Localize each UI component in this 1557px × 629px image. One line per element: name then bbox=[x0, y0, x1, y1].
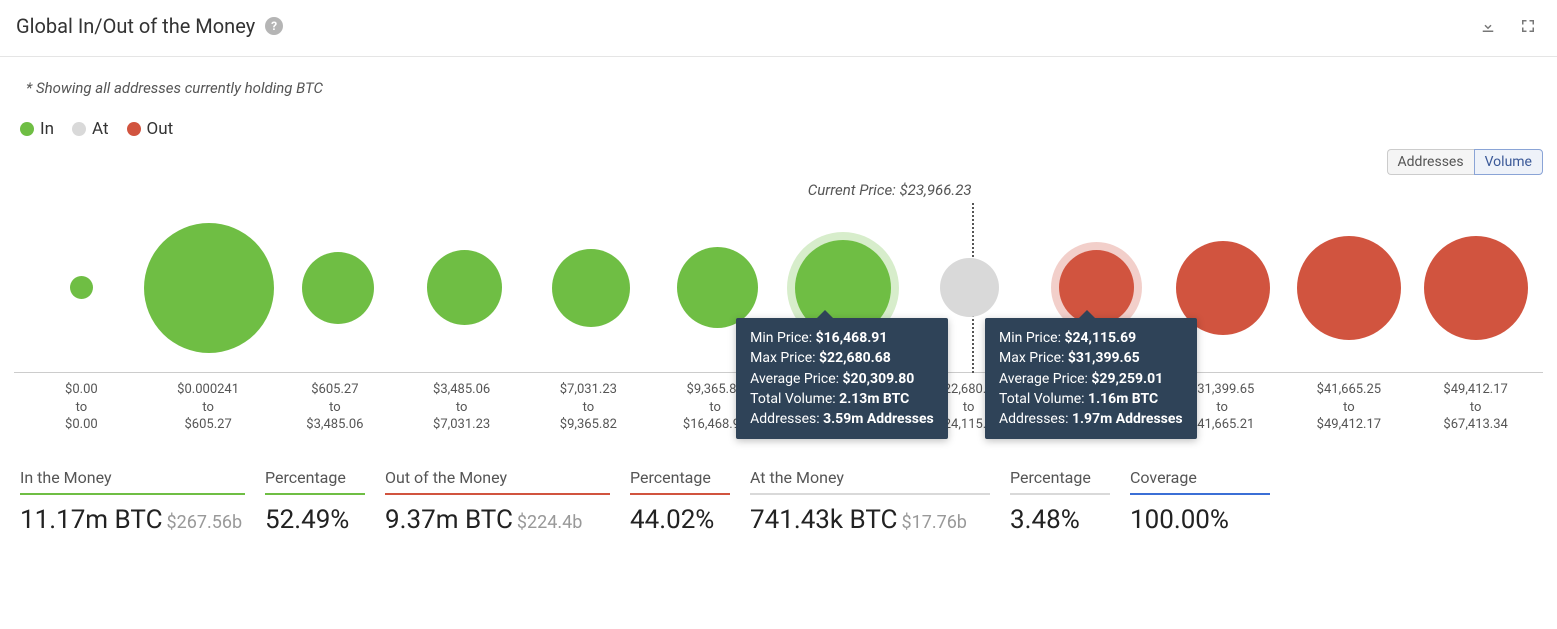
legend-item[interactable]: At bbox=[72, 119, 109, 139]
stat-title: Percentage bbox=[265, 468, 365, 495]
view-toggle: AddressesVolume bbox=[1387, 149, 1543, 175]
stat-sub: $17.76b bbox=[901, 512, 966, 533]
bubble-out[interactable] bbox=[1059, 250, 1134, 325]
tooltip-row: Addresses: 1.97m Addresses bbox=[999, 409, 1183, 429]
header-actions bbox=[1479, 17, 1537, 35]
bubble-in[interactable] bbox=[144, 223, 274, 353]
stat-in-pct: Percentage 52.49% bbox=[265, 468, 365, 535]
stat-title: Out of the Money bbox=[385, 468, 610, 495]
stat-value: 44.02% bbox=[630, 505, 730, 535]
axis-label: $3,485.06to$7,031.23 bbox=[398, 381, 525, 434]
bubble-slot[interactable] bbox=[274, 252, 400, 324]
bubble-slot[interactable] bbox=[1033, 250, 1159, 325]
chart-tooltip: Min Price: $16,468.91Max Price: $22,680.… bbox=[736, 318, 948, 439]
stat-title: Percentage bbox=[630, 468, 730, 495]
legend-dot-icon bbox=[72, 122, 86, 136]
stat-coverage: Coverage 100.00% bbox=[1130, 468, 1270, 535]
tooltip-row: Average Price: $29,259.01 bbox=[999, 369, 1183, 389]
stat-sub: $267.56b bbox=[167, 512, 243, 533]
stat-sub: $224.4b bbox=[517, 512, 582, 533]
toggle-volume[interactable]: Volume bbox=[1474, 149, 1543, 175]
bubble-in[interactable] bbox=[677, 247, 758, 328]
bubble-slot[interactable] bbox=[654, 247, 780, 328]
download-icon[interactable] bbox=[1479, 17, 1497, 35]
panel-title: Global In/Out of the Money bbox=[16, 14, 255, 38]
help-icon[interactable]: ? bbox=[265, 17, 283, 35]
bubble-slot[interactable] bbox=[1413, 236, 1539, 340]
bubble-at[interactable] bbox=[940, 258, 999, 317]
tooltip-row: Addresses: 3.59m Addresses bbox=[750, 409, 934, 429]
subtitle-note: * Showing all addresses currently holdin… bbox=[0, 57, 1557, 97]
view-toggle-wrap: AddressesVolume bbox=[0, 139, 1557, 175]
bubble-slot[interactable] bbox=[18, 276, 144, 299]
bubble-in[interactable] bbox=[70, 276, 93, 299]
axis-label: $7,031.23to$9,365.82 bbox=[525, 381, 652, 434]
axis-label: $41,665.25to$49,412.17 bbox=[1286, 381, 1413, 434]
bubble-slot[interactable] bbox=[907, 258, 1033, 317]
toggle-addresses[interactable]: Addresses bbox=[1387, 149, 1474, 175]
legend-item[interactable]: In bbox=[20, 119, 54, 139]
bubble-in[interactable] bbox=[427, 250, 502, 325]
current-price-value: $23,966.23 bbox=[899, 181, 971, 199]
bubble-in[interactable] bbox=[302, 252, 374, 324]
stat-out-money: Out of the Money 9.37m BTC$224.4b bbox=[385, 468, 610, 535]
axis-label: $0.000241to$605.27 bbox=[145, 381, 272, 434]
axis-label: $0.00to$0.00 bbox=[18, 381, 145, 434]
bubble-slot[interactable] bbox=[144, 223, 274, 353]
stat-value: 100.00% bbox=[1130, 505, 1270, 535]
axis-label: $49,412.17to$67,413.34 bbox=[1412, 381, 1539, 434]
tooltip-row: Min Price: $16,468.91 bbox=[750, 328, 934, 348]
stat-title: At the Money bbox=[750, 468, 990, 495]
panel-header: Global In/Out of the Money ? bbox=[0, 0, 1557, 57]
bubble-in[interactable] bbox=[552, 249, 630, 327]
legend-item[interactable]: Out bbox=[127, 119, 174, 139]
axis-label: $605.27to$3,485.06 bbox=[272, 381, 399, 434]
stat-at-pct: Percentage 3.48% bbox=[1010, 468, 1110, 535]
tooltip-row: Max Price: $22,680.68 bbox=[750, 348, 934, 368]
legend-label: Out bbox=[147, 119, 174, 139]
summary-stats: In the Money 11.17m BTC$267.56b Percenta… bbox=[0, 434, 1557, 555]
stat-main: 9.37m BTC bbox=[385, 505, 513, 535]
stat-value: 11.17m BTC$267.56b bbox=[20, 505, 245, 535]
stat-value: 52.49% bbox=[265, 505, 365, 535]
bubble-out[interactable] bbox=[1297, 236, 1401, 340]
stat-title: In the Money bbox=[20, 468, 245, 495]
legend: In At Out bbox=[0, 97, 1557, 139]
stat-in-money: In the Money 11.17m BTC$267.56b bbox=[20, 468, 245, 535]
bubble-slot[interactable] bbox=[527, 249, 653, 327]
current-price-label: Current Price: $23,966.23 bbox=[808, 181, 972, 199]
stat-title: Coverage bbox=[1130, 468, 1270, 495]
stat-title: Percentage bbox=[1010, 468, 1110, 495]
tooltip-row: Total Volume: 1.16m BTC bbox=[999, 389, 1183, 409]
stat-main: 741.43k BTC bbox=[750, 505, 897, 535]
bubble-out[interactable] bbox=[1424, 236, 1528, 340]
stat-value: 741.43k BTC$17.76b bbox=[750, 505, 990, 535]
tooltip-row: Min Price: $24,115.69 bbox=[999, 328, 1183, 348]
chart-tooltip: Min Price: $24,115.69Max Price: $31,399.… bbox=[985, 318, 1197, 439]
expand-icon[interactable] bbox=[1519, 17, 1537, 35]
legend-label: In bbox=[40, 119, 54, 139]
stat-main: 11.17m BTC bbox=[20, 505, 163, 535]
tooltip-row: Total Volume: 2.13m BTC bbox=[750, 389, 934, 409]
legend-label: At bbox=[92, 119, 109, 139]
chart-area: Current Price: $23,966.23 $0.00to$0.00$0… bbox=[0, 175, 1557, 434]
title-wrap: Global In/Out of the Money ? bbox=[16, 14, 283, 38]
legend-dot-icon bbox=[20, 122, 34, 136]
stat-at-money: At the Money 741.43k BTC$17.76b bbox=[750, 468, 990, 535]
bubble-slot[interactable] bbox=[401, 250, 527, 325]
legend-dot-icon bbox=[127, 122, 141, 136]
tooltip-row: Average Price: $20,309.80 bbox=[750, 369, 934, 389]
bubble-slot[interactable] bbox=[1286, 236, 1412, 340]
tooltip-row: Max Price: $31,399.65 bbox=[999, 348, 1183, 368]
stat-out-pct: Percentage 44.02% bbox=[630, 468, 730, 535]
stat-value: 3.48% bbox=[1010, 505, 1110, 535]
stat-value: 9.37m BTC$224.4b bbox=[385, 505, 610, 535]
current-price-prefix: Current Price: bbox=[808, 181, 896, 199]
